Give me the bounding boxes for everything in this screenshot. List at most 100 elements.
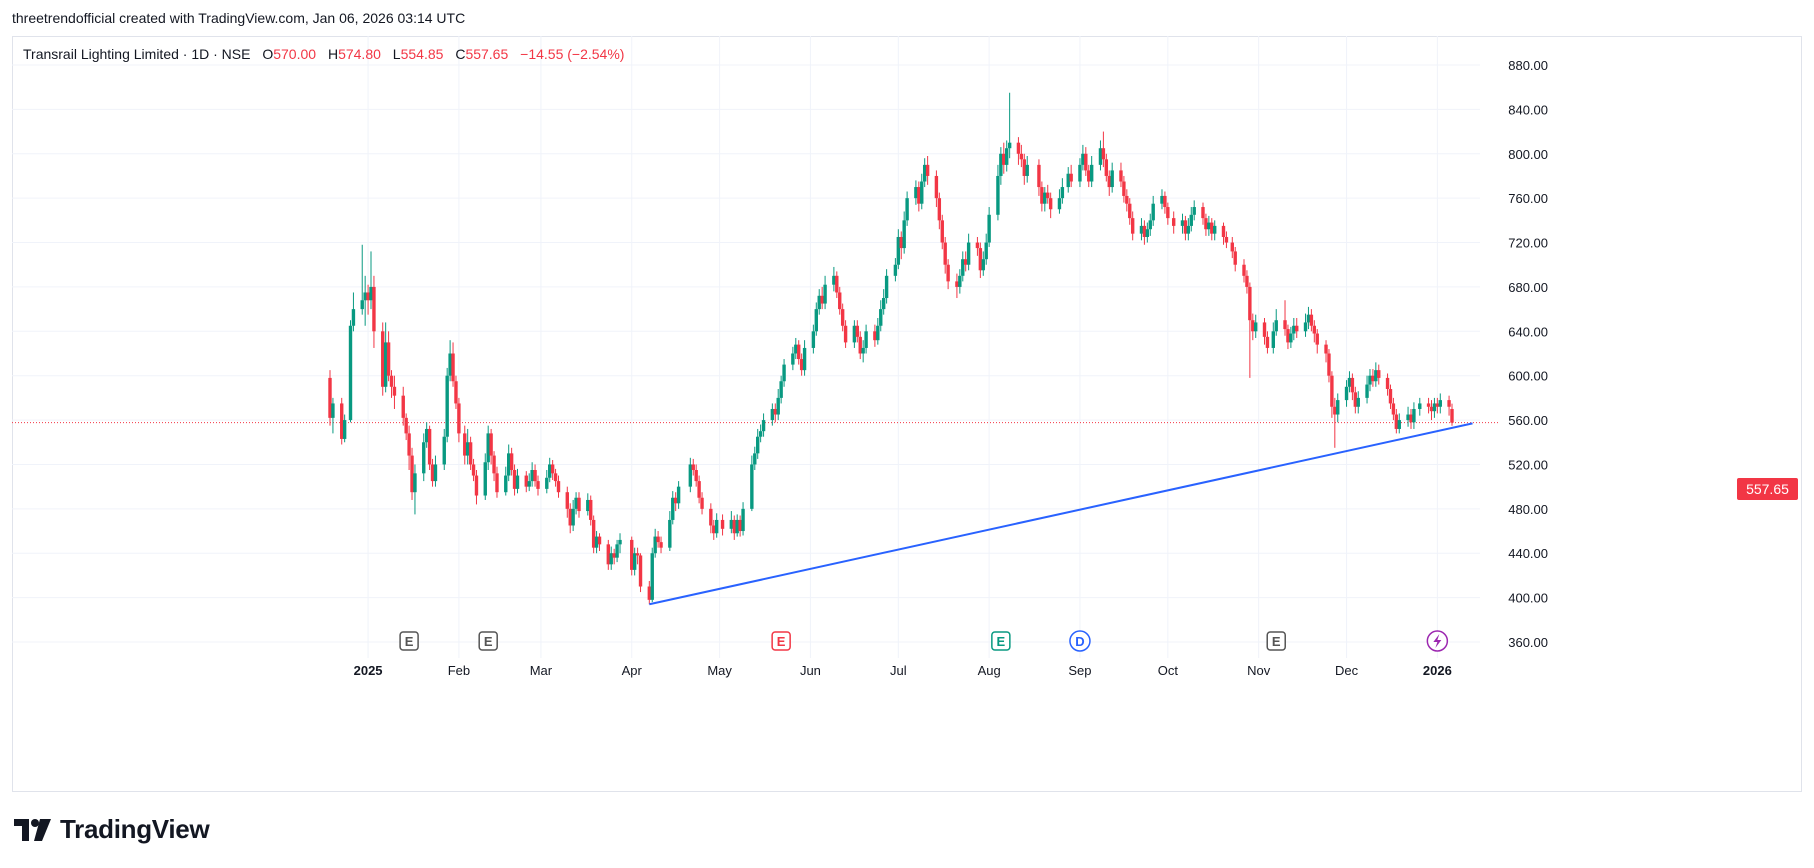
candle-body — [589, 499, 593, 520]
candle — [896, 229, 901, 270]
candle-body — [720, 519, 725, 529]
candle-body — [612, 553, 616, 558]
candle-body — [1043, 192, 1047, 204]
candle-body — [797, 344, 801, 360]
candle — [1046, 184, 1050, 204]
candle-body — [1388, 389, 1393, 404]
candle — [442, 428, 446, 471]
symbol-legend: Transrail Lighting Limited · 1D · NSE O5… — [23, 46, 624, 62]
candle-body — [794, 344, 798, 354]
y-tick-label: 720.00 — [1508, 236, 1548, 251]
candle-body — [884, 275, 889, 299]
candle — [1315, 329, 1319, 354]
candle — [966, 233, 971, 271]
candle — [457, 397, 461, 443]
candle-body — [615, 544, 619, 558]
x-tick-label: Dec — [1335, 663, 1359, 678]
candle-body — [465, 442, 470, 456]
candle — [691, 458, 695, 476]
candle — [1356, 391, 1360, 414]
open-value: 570.00 — [273, 46, 317, 62]
candle — [802, 340, 807, 376]
candle — [1213, 220, 1217, 241]
candle — [1394, 408, 1399, 434]
y-tick-label: 800.00 — [1508, 147, 1548, 162]
candle-body — [1251, 320, 1255, 332]
candle-body — [1435, 403, 1440, 407]
candle-body — [1089, 164, 1094, 182]
candle-body — [1385, 377, 1390, 390]
candle — [1224, 231, 1229, 249]
candle-body — [463, 433, 467, 456]
candle-body — [1224, 236, 1229, 243]
candle-body — [1230, 242, 1234, 252]
candle-body — [1130, 218, 1135, 234]
candle-body — [955, 281, 959, 287]
candle-body — [512, 470, 517, 489]
candle — [1312, 320, 1317, 343]
candle — [712, 519, 716, 540]
candle-body — [1347, 377, 1352, 387]
candle-body — [1166, 207, 1170, 219]
candle-body — [533, 470, 537, 482]
candle-body — [404, 417, 408, 434]
candle-body — [407, 433, 411, 456]
candle-body — [609, 553, 613, 565]
candle-body — [712, 525, 716, 534]
chart-frame — [12, 36, 1802, 792]
candle — [407, 425, 411, 471]
candle — [1207, 215, 1211, 236]
candle-body — [653, 536, 657, 554]
candle — [1447, 395, 1451, 416]
candle — [1303, 313, 1308, 337]
candle-body — [606, 544, 611, 565]
candle — [527, 473, 531, 492]
candle-body — [738, 519, 742, 532]
candle — [1022, 153, 1026, 185]
candle-body — [958, 275, 962, 287]
low-label: L — [392, 46, 401, 62]
candle-body — [964, 259, 968, 265]
candle-body — [471, 464, 476, 476]
candle-body — [864, 331, 868, 348]
x-tick-label: 2026 — [1423, 663, 1452, 678]
grid — [12, 36, 1480, 658]
candle — [410, 447, 414, 500]
candle-body — [495, 473, 499, 493]
symbol-name: Transrail Lighting Limited · 1D · NSE — [23, 46, 251, 62]
candle — [720, 514, 725, 536]
candle-body — [1022, 159, 1026, 176]
candle-body — [360, 300, 364, 310]
candle-body — [515, 475, 520, 489]
candle-body — [530, 470, 534, 482]
candle — [978, 242, 983, 279]
candle — [1391, 397, 1396, 421]
y-tick-label: 880.00 — [1508, 58, 1548, 73]
candle — [1066, 167, 1070, 193]
candle — [483, 453, 487, 500]
candle-body — [1271, 331, 1276, 348]
candle — [741, 502, 745, 536]
candle — [773, 403, 777, 423]
candle-body — [468, 442, 473, 465]
candle — [565, 486, 569, 518]
candle — [577, 492, 581, 518]
candle-body — [413, 473, 417, 493]
candle — [550, 460, 555, 480]
candle-body — [899, 236, 903, 249]
candle-body — [996, 175, 1000, 215]
candle-body — [1107, 175, 1111, 188]
candle — [1166, 202, 1170, 225]
x-tick-label: Nov — [1247, 663, 1271, 678]
candle — [468, 436, 473, 471]
candles — [328, 92, 1454, 605]
candle-body — [524, 475, 528, 487]
candle — [876, 317, 880, 345]
candle — [372, 275, 376, 348]
candle — [1435, 397, 1440, 414]
candle-body — [1330, 375, 1334, 407]
candle — [574, 492, 578, 515]
candle — [1171, 211, 1176, 234]
candle — [840, 303, 845, 332]
